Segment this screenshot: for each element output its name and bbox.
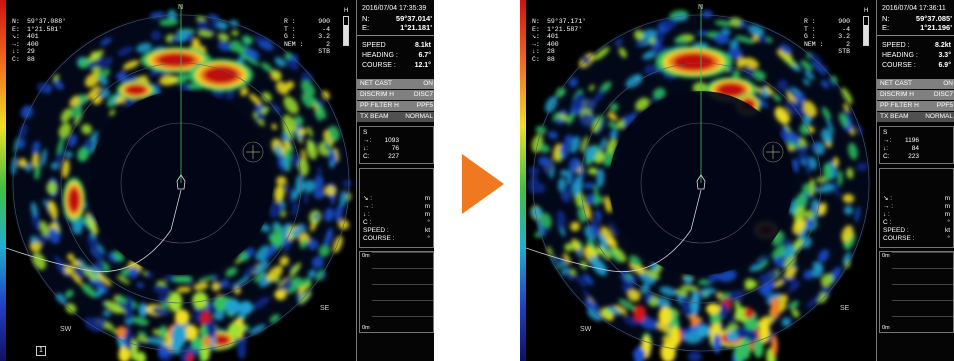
echo-color-scale	[0, 0, 6, 361]
sonar-params: R :900 T : -4 G :3.2 NEM :2 STB	[804, 18, 850, 55]
tx-beam-button[interactable]: TX BEAM NORMAL	[877, 112, 954, 122]
timestamp: 2016/07/04 17:36:11	[882, 5, 946, 12]
position-readout: N: 59°37.085' E: 1°21.196'	[882, 14, 952, 32]
progress-arrow-icon	[462, 154, 504, 214]
info-panel: 2016/07/04 17:36:11 N: 59°37.085' E: 1°21.…	[876, 0, 954, 361]
discrim-button[interactable]: DISCRIM H DISC7	[357, 90, 434, 100]
nav-overlay: N: 59°37.088' E: 1°21.581' ↘: 401 →: 400 ↓: 2…	[12, 18, 67, 63]
compass-north: N	[698, 4, 704, 11]
compass-southwest: SW	[580, 326, 592, 333]
school-readout: S →: 1196 ↓: 84 C: 223	[879, 126, 954, 164]
net-cast-button[interactable]: NET CAST ON	[877, 79, 954, 89]
compass-north: N	[178, 4, 184, 11]
speed-readout: SPEED :8.2kt HEADING :3.3° COURSE :6.9°	[882, 42, 951, 69]
sonar-echo-image	[526, 4, 871, 361]
info-panel: 2016/07/04 17:35:39 N: 59°37.014' E: 1°21.…	[356, 0, 434, 361]
position-readout: N: 59°37.014' E: 1°21.181'	[362, 14, 432, 32]
timestamp: 2016/07/04 17:35:39	[362, 5, 427, 12]
depth-history: 0m 0m	[359, 251, 434, 333]
pp-filter-button[interactable]: PP FILTER H PPF5	[877, 101, 954, 111]
sonar-params: R :900 T : -4 G :3.2 NEM :2 STB	[284, 18, 330, 55]
echo-color-scale	[520, 0, 526, 361]
sonar-display[interactable]	[526, 0, 876, 361]
tilt-gauge	[863, 16, 869, 46]
compass-southeast: SE	[320, 305, 330, 312]
target-readout: ↘ :m → :m ↓ :m C : ° SPEED : kt COURSE : °	[879, 168, 954, 248]
gauge-label: H	[864, 8, 869, 14]
school-readout: S →: 1093 ↓: 76 C: 227	[359, 126, 434, 164]
mode-buttons: NET CAST ON DISCRIM H DISC7 PP FILTER H PPF…	[877, 79, 954, 122]
compass-southeast: SE	[840, 305, 850, 312]
gauge-label: H	[344, 8, 349, 14]
target-readout: ↘ :m → :m ↓ :m C : ° SPEED : kt COURSE : °	[359, 168, 434, 248]
net-cast-button[interactable]: NET CAST ON	[357, 79, 434, 89]
sonar-echo-image	[6, 4, 353, 361]
sonar-display[interactable]	[6, 0, 356, 361]
echo-layer	[11, 9, 353, 361]
sonar-screen-after: N: 59°37.171' E: 1°21.587' ↘: 401 →: 400 ↓: 2…	[520, 0, 954, 361]
discrim-button[interactable]: DISCRIM H DISC7	[877, 90, 954, 100]
depth-history: 0m 0m	[879, 251, 954, 333]
pp-filter-button[interactable]: PP FILTER H PPF5	[357, 101, 434, 111]
nav-overlay: N: 59°37.171' E: 1°21.587' ↘: 401 →: 400 ↓: 2…	[532, 18, 587, 63]
speed-readout: SPEED 8.1kt HEADING :6.7° COURSE :12.1°	[362, 42, 431, 69]
range-indicator[interactable]: 1	[36, 346, 46, 356]
compass-southwest: SW	[60, 326, 72, 333]
tilt-gauge	[343, 16, 349, 46]
mode-buttons: NET CAST ON DISCRIM H DISC7 PP FILTER H PPF…	[357, 79, 434, 122]
sonar-screen-before: N: 59°37.088' E: 1°21.581' ↘: 401 →: 400 ↓: 2…	[0, 0, 434, 361]
tx-beam-button[interactable]: TX BEAM NORMAL	[357, 112, 434, 122]
